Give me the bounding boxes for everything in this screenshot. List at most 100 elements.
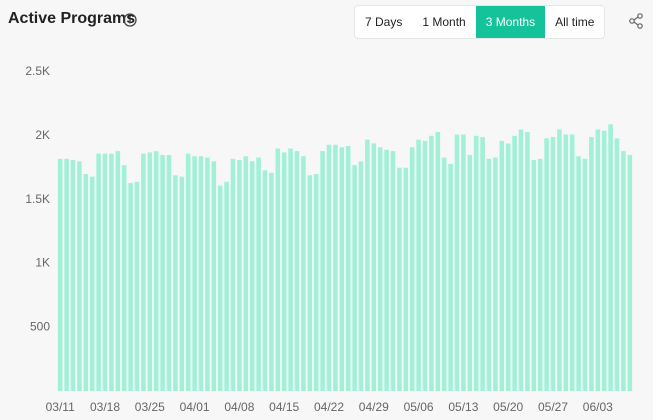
bar (397, 167, 402, 391)
bar (294, 151, 300, 391)
bar (333, 144, 338, 391)
bar (377, 147, 383, 391)
bar (141, 153, 146, 391)
bar (166, 154, 172, 391)
y-tick-label: 2K (35, 128, 50, 142)
bar (89, 176, 95, 391)
x-tick-label: 03/11 (46, 400, 75, 414)
bar (179, 176, 185, 391)
bar (70, 160, 76, 391)
bar (467, 154, 473, 391)
bar (121, 165, 127, 391)
bar (173, 175, 178, 391)
bar (115, 151, 121, 391)
bar (448, 163, 453, 391)
bar (582, 158, 588, 391)
range-tab[interactable]: 1 Month (422, 15, 466, 29)
bar (435, 131, 441, 392)
bar (493, 157, 498, 391)
info-icon[interactable] (123, 13, 137, 27)
bar (83, 174, 89, 391)
bar (480, 137, 485, 391)
range-tab[interactable]: 3 Months (475, 6, 546, 38)
bar (230, 158, 236, 391)
bar (461, 134, 466, 392)
bar (102, 153, 108, 391)
bar (64, 158, 69, 391)
bar (153, 151, 159, 391)
bar (371, 143, 377, 391)
bar (486, 158, 492, 391)
bar (525, 131, 530, 392)
bar (249, 161, 255, 391)
bar (518, 129, 524, 392)
bar (301, 156, 306, 391)
bar (416, 139, 421, 391)
bar (275, 148, 281, 391)
bar (621, 151, 626, 391)
bar (384, 149, 389, 391)
bar (505, 143, 511, 391)
x-tick-label: 04/01 (180, 400, 210, 414)
bar (288, 148, 293, 391)
bar (403, 167, 409, 391)
bar (576, 156, 581, 391)
bar (269, 172, 274, 391)
title: Active Programs (8, 10, 136, 27)
x-tick-label: 05/06 (404, 400, 434, 414)
y-tick-label: 500 (30, 319, 50, 333)
bar (262, 170, 268, 391)
bar (307, 175, 313, 391)
bar (595, 129, 601, 392)
bar (96, 153, 101, 391)
bar (57, 158, 63, 391)
bar (320, 151, 325, 391)
bar (365, 139, 370, 391)
x-tick-label: 05/20 (493, 400, 523, 414)
bar (147, 152, 153, 391)
bar (217, 185, 223, 391)
y-tick-label: 1K (35, 256, 50, 270)
x-tick-label: 03/18 (90, 400, 120, 414)
share-icon[interactable] (628, 13, 644, 29)
bar (256, 157, 261, 391)
bar (499, 140, 505, 391)
bar (563, 134, 569, 392)
bar (473, 135, 479, 391)
y-tick-label: 1.5K (25, 192, 50, 206)
bar (608, 124, 613, 391)
bar (531, 160, 537, 391)
bar (569, 134, 575, 392)
bar (390, 151, 396, 391)
x-tick-label: 05/13 (448, 400, 478, 414)
range-tab[interactable]: All time (555, 15, 595, 29)
bar (358, 161, 364, 391)
bar (326, 144, 332, 391)
x-tick-label: 06/03 (583, 400, 613, 414)
bar (128, 183, 133, 391)
x-tick-label: 05/27 (538, 400, 568, 414)
bar (313, 174, 319, 391)
bar (557, 129, 562, 392)
bar (441, 157, 447, 391)
bar (224, 181, 229, 391)
bar (537, 158, 543, 391)
bar (339, 147, 345, 391)
bar (589, 137, 594, 391)
bar (134, 181, 140, 391)
bar (205, 157, 210, 391)
bar (627, 154, 633, 391)
x-tick-label: 04/15 (269, 400, 299, 414)
bar (77, 161, 82, 391)
bar (550, 137, 556, 391)
bar (211, 161, 217, 391)
bar (185, 153, 191, 391)
x-tick-label: 04/22 (314, 400, 344, 414)
range-tab[interactable]: 7 Days (365, 15, 403, 29)
bar (160, 154, 165, 391)
bar (109, 153, 114, 391)
bar (429, 135, 434, 391)
bar (454, 134, 460, 392)
bar (281, 152, 287, 391)
